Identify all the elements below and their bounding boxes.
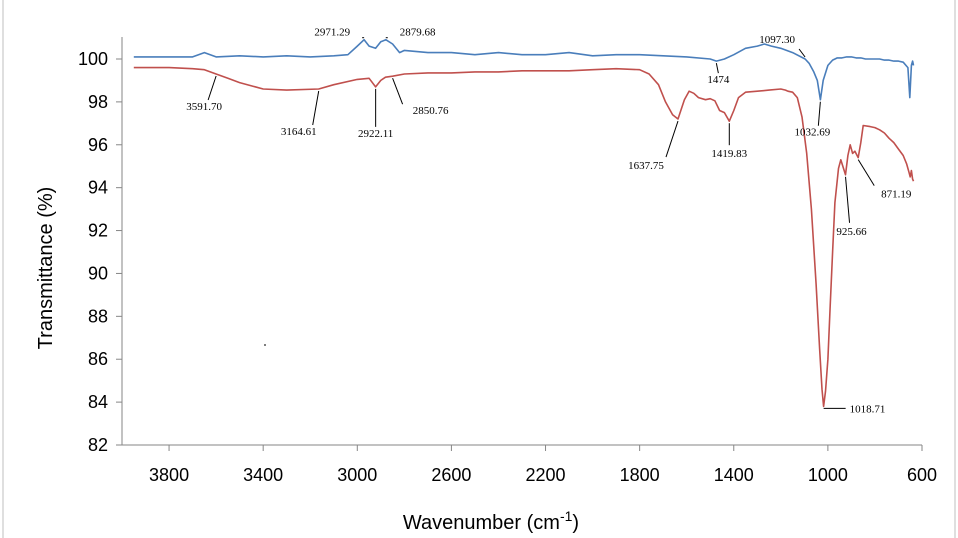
annotation-leader [857, 159, 875, 186]
peak-annotation: 3591.70 [186, 101, 222, 113]
peak-annotation: 1419.83 [711, 148, 747, 160]
x-tick-label: 1400 [714, 465, 754, 485]
peak-annotation: 1032.69 [794, 127, 830, 139]
x-tick-label: 2200 [526, 465, 566, 485]
annotation-leader [798, 48, 806, 58]
axes-group: 82 84 86 88 90 92 94 96 98 100 3800 3400 3000 2600 220… [78, 37, 937, 485]
y-tick-label: 82 [88, 435, 108, 455]
annotation-leader [817, 101, 821, 126]
y-axis-label: Transmittance (%) [35, 187, 57, 350]
y-tick-label: 86 [88, 349, 108, 369]
x-tick-label: 2600 [431, 465, 471, 485]
peak-annotation: 2850.76 [413, 105, 449, 117]
x-tick-label: 600 [907, 465, 937, 485]
annotation-leader [665, 120, 679, 158]
annotation-leader [207, 75, 217, 101]
peak-annotation: 2971.29 [314, 27, 350, 39]
y-tick-label: 96 [88, 135, 108, 155]
x-tick-label: 3800 [149, 465, 189, 485]
stray-dot [264, 344, 266, 346]
annotation-layer: 2971.29 2879.68 3591.70 3164.61 2922.11 2850.… [186, 27, 912, 416]
x-tick-label: 3000 [337, 465, 377, 485]
x-tick-label: 1800 [620, 465, 660, 485]
y-tick-label: 92 [88, 221, 108, 241]
x-tick-label: 1000 [808, 465, 848, 485]
x-axis-label-close: ) [572, 512, 579, 534]
annotation-leader [312, 90, 320, 126]
peak-annotation: 2879.68 [400, 27, 436, 39]
annotation-leader [845, 176, 851, 223]
annotation-leader [392, 77, 404, 105]
y-tick-label: 84 [88, 392, 108, 412]
y-tick-label: 90 [88, 263, 108, 283]
peak-annotation: 2922.11 [358, 128, 393, 140]
y-tick-label: 94 [88, 178, 108, 198]
peak-annotation: 925.66 [836, 226, 867, 238]
spectrum-line-2 [133, 66, 915, 408]
y-tick-label: 98 [88, 92, 108, 112]
peak-annotation: 871.19 [881, 189, 912, 201]
peak-annotation: 1474 [707, 74, 730, 86]
peak-annotation: 1637.75 [628, 160, 664, 172]
x-tick-label: 3400 [243, 465, 283, 485]
x-axis-label-superscript: -1 [560, 508, 573, 524]
peak-annotation: 3164.61 [281, 126, 317, 138]
series-layer [133, 38, 915, 408]
y-tick-label: 100 [78, 49, 108, 69]
spectrum-line-1 [133, 38, 915, 101]
peak-annotation: 1018.71 [850, 403, 886, 415]
peak-annotation: 1097.30 [759, 34, 795, 46]
x-axis-label-main: Wavenumber (cm [403, 512, 560, 534]
x-axis-label: Wavenumber (cm-1) [403, 508, 579, 534]
annotation-leader [715, 63, 719, 74]
y-tick-label: 88 [88, 306, 108, 326]
